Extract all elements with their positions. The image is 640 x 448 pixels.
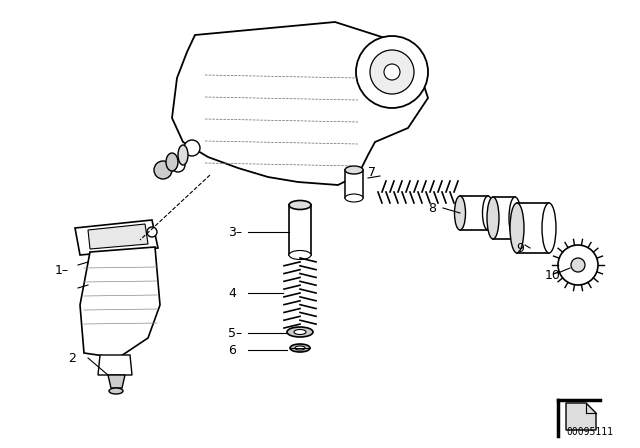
Text: 4: 4	[228, 287, 236, 300]
Text: 10: 10	[545, 268, 561, 281]
Circle shape	[171, 158, 185, 172]
Circle shape	[154, 161, 172, 179]
Ellipse shape	[166, 153, 178, 171]
Ellipse shape	[454, 196, 465, 230]
Text: 9: 9	[516, 241, 524, 254]
Circle shape	[571, 258, 585, 272]
Ellipse shape	[289, 250, 311, 259]
Text: 00095111: 00095111	[566, 427, 614, 437]
Polygon shape	[566, 403, 596, 430]
Circle shape	[147, 227, 157, 237]
Ellipse shape	[178, 145, 188, 165]
Bar	[493, 197, 515, 239]
Polygon shape	[75, 220, 158, 255]
Ellipse shape	[289, 201, 311, 210]
Polygon shape	[172, 22, 428, 185]
Ellipse shape	[345, 166, 363, 174]
Bar	[517, 203, 549, 253]
Circle shape	[558, 245, 598, 285]
Ellipse shape	[542, 203, 556, 253]
Bar	[289, 205, 311, 255]
Polygon shape	[80, 247, 160, 358]
Circle shape	[384, 64, 400, 80]
Ellipse shape	[295, 346, 305, 350]
Ellipse shape	[290, 344, 310, 352]
Text: 2: 2	[68, 352, 76, 365]
Ellipse shape	[345, 194, 363, 202]
Text: 1–: 1–	[55, 263, 69, 276]
Polygon shape	[108, 375, 125, 388]
Text: 5–: 5–	[228, 327, 243, 340]
Text: 7: 7	[368, 165, 376, 178]
Circle shape	[184, 140, 200, 156]
Text: 3–: 3–	[228, 225, 242, 238]
Text: 8: 8	[428, 202, 436, 215]
Text: 6: 6	[228, 344, 236, 357]
Ellipse shape	[487, 197, 499, 239]
Polygon shape	[88, 224, 148, 249]
Ellipse shape	[287, 327, 313, 337]
Ellipse shape	[294, 329, 306, 335]
Ellipse shape	[109, 388, 123, 394]
Circle shape	[356, 36, 428, 108]
Bar	[345, 170, 363, 198]
Polygon shape	[98, 355, 132, 375]
Ellipse shape	[510, 203, 524, 253]
Ellipse shape	[483, 196, 493, 230]
Bar	[460, 196, 488, 230]
Circle shape	[370, 50, 414, 94]
Ellipse shape	[509, 197, 521, 239]
